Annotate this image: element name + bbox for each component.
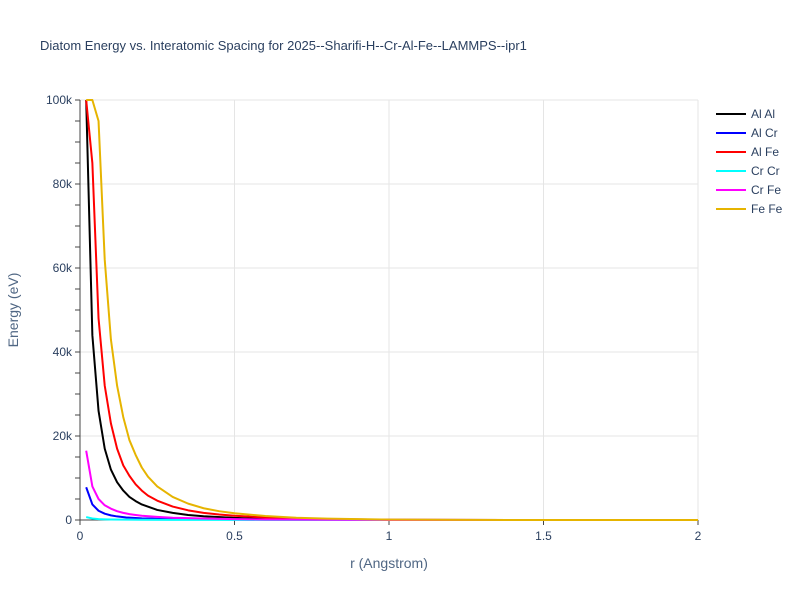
series-line-cr-fe xyxy=(85,450,698,521)
legend-label: Fe Fe xyxy=(751,202,783,216)
legend-label: Al Cr xyxy=(751,126,778,140)
legend-label: Cr Fe xyxy=(751,183,781,197)
legend-item-al-fe[interactable]: Al Fe xyxy=(716,145,779,159)
x-tick-label: 1 xyxy=(386,529,393,543)
legend-label: Cr Cr xyxy=(751,164,780,178)
legend[interactable]: Al Al Al Cr Al Fe Cr Cr Cr Fe Fe Fe xyxy=(716,107,783,216)
legend-label: Al Al xyxy=(751,107,775,121)
series-group xyxy=(85,99,698,521)
y-tick-label: 60k xyxy=(53,261,73,275)
x-tick-label: 0 xyxy=(77,529,84,543)
legend-item-fe-fe[interactable]: Fe Fe xyxy=(716,202,783,216)
x-tick-label: 2 xyxy=(695,529,702,543)
x-tick-label: 1.5 xyxy=(535,529,552,543)
legend-item-cr-fe[interactable]: Cr Fe xyxy=(716,183,781,197)
y-tick-label: 100k xyxy=(46,93,73,107)
grid xyxy=(80,99,699,520)
y-tick-label: 40k xyxy=(53,345,73,359)
x-tick-label: 0.5 xyxy=(226,529,243,543)
chart-title: Diatom Energy vs. Interatomic Spacing fo… xyxy=(40,38,527,53)
series-line-fe-fe xyxy=(86,99,698,521)
tick-labels: 0 0.5 1 1.5 2 0 20k 40k 60k 80k 100k xyxy=(46,93,702,543)
legend-label: Al Fe xyxy=(751,145,779,159)
legend-item-al-cr[interactable]: Al Cr xyxy=(716,126,778,140)
y-tick-label: 0 xyxy=(65,513,72,527)
y-tick-label: 80k xyxy=(53,177,73,191)
y-tick-label: 20k xyxy=(53,429,73,443)
x-axis-title: r (Angstrom) xyxy=(350,555,428,571)
legend-item-al-al[interactable]: Al Al xyxy=(716,107,775,121)
legend-item-cr-cr[interactable]: Cr Cr xyxy=(716,164,780,178)
y-axis-title: Energy (eV) xyxy=(5,273,21,348)
